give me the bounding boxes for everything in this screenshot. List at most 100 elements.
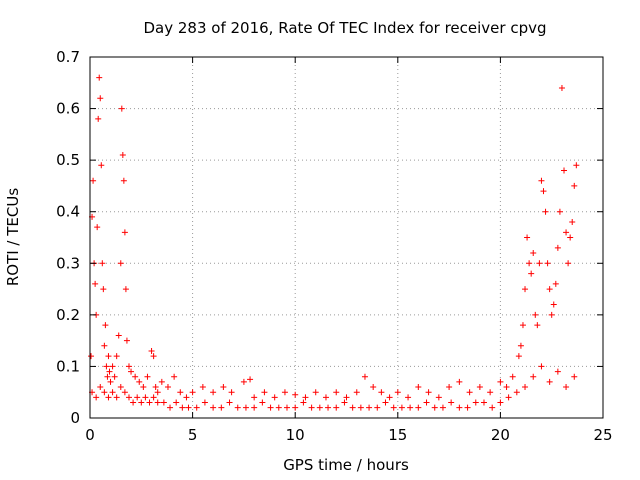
data-point [242,404,249,411]
data-point [435,394,442,401]
plot-frame [89,56,604,419]
data-point [210,389,217,396]
data-point [90,177,97,184]
data-point [538,363,545,370]
data-point [569,219,576,226]
data-point [102,322,109,329]
data-point [158,378,165,385]
data-point [267,404,274,411]
data-point [228,389,235,396]
data-point [226,399,233,406]
data-point [146,399,153,406]
data-point [476,384,483,391]
x-tick-label: 0 [85,426,95,444]
data-point [540,188,547,195]
data-point [130,399,137,406]
data-point [466,389,473,396]
data-point [515,353,522,360]
data-point [464,404,471,411]
data-point [88,353,95,360]
chart-title: Day 283 of 2016, Rate Of TEC Index for r… [144,19,547,37]
data-point [251,394,258,401]
data-point [366,404,373,411]
data-point [101,389,108,396]
data-point [554,244,561,251]
data-point [405,394,412,401]
data-point [480,399,487,406]
y-tick-label: 0.7 [56,48,80,66]
data-point [446,384,453,391]
data-point [132,373,139,380]
data-point [106,368,113,375]
data-point [472,399,479,406]
data-point [105,353,112,360]
data-point [542,208,549,215]
data-point [164,384,171,391]
data-point [530,249,537,256]
data-point [179,404,186,411]
data-point [374,404,381,411]
data-point [456,404,463,411]
data-point [554,368,561,375]
data-point [522,384,529,391]
data-point [532,311,539,318]
data-point [489,404,496,411]
data-point [552,280,559,287]
data-point [312,389,319,396]
data-point [134,394,141,401]
data-point [117,260,124,267]
data-point [136,378,143,385]
x-axis: 0 5 10 15 20 25 [85,57,613,444]
data-point [519,322,526,329]
data-point [113,394,120,401]
data-point [308,404,315,411]
data-point [185,404,192,411]
data-point [415,404,422,411]
data-point [517,342,524,349]
x-tick-label: 10 [286,426,305,444]
y-tick-label: 0.2 [56,306,80,324]
data-point [546,378,553,385]
y-tick-label: 0.6 [56,100,80,118]
x-tick-label: 15 [388,426,407,444]
data-point [240,378,247,385]
data-point [120,177,127,184]
data-point [370,384,377,391]
y-tick-label: 0.3 [56,254,80,272]
data-point [378,389,385,396]
y-tick-label: 0 [70,409,80,427]
data-point [415,384,422,391]
data-point [302,394,309,401]
data-point [456,378,463,385]
data-point [550,301,557,308]
data-point [189,389,196,396]
data-point [271,394,278,401]
data-point [394,389,401,396]
data-point [103,363,110,370]
data-point [534,322,541,329]
data-point [210,404,217,411]
y-axis: 0 0.1 0.2 0.3 0.4 0.5 0.6 0.7 [56,48,603,427]
data-point [154,399,161,406]
data-point [98,162,105,169]
y-tick-label: 0.1 [56,357,80,375]
data-point [561,167,568,174]
data-point [95,115,102,122]
data-point [497,399,504,406]
data-point [115,332,122,339]
data-point [281,389,288,396]
data-point [167,404,174,411]
data-point [97,384,104,391]
data-point [398,404,405,411]
x-axis-label: GPS time / hours [283,456,409,474]
y-axis-label: ROTI / TECUs [4,188,22,286]
data-point [122,286,129,293]
data-point [234,404,241,411]
data-point [322,394,329,401]
data-point [171,373,178,380]
data-point [522,286,529,293]
data-point [431,404,438,411]
data-point [160,399,167,406]
data-point [93,394,100,401]
